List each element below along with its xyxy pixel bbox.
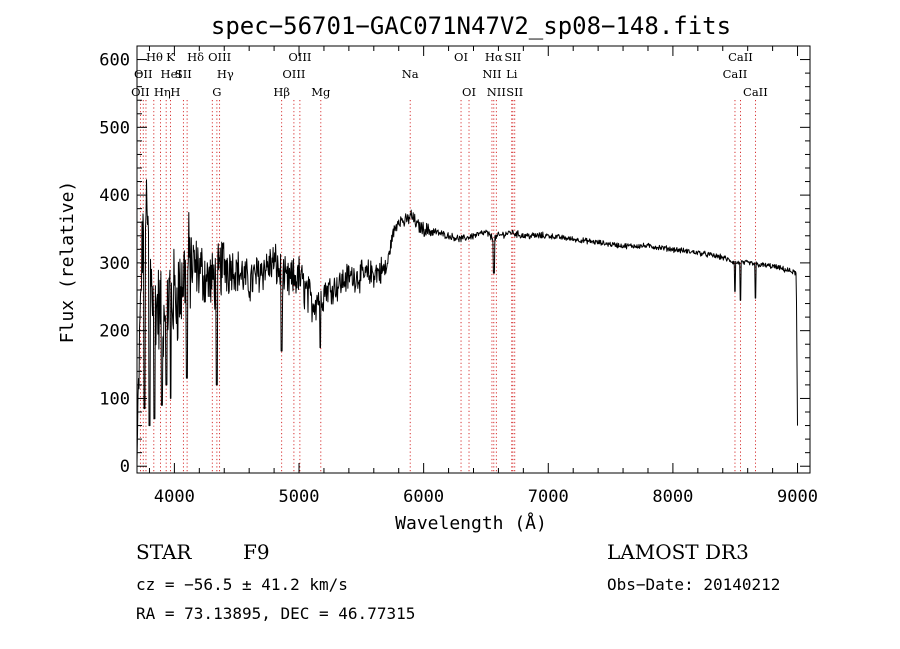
spectral-subclass: F9 xyxy=(243,540,270,564)
spectral-line-label: OI xyxy=(462,85,476,99)
spectrum-trace xyxy=(136,179,798,463)
survey-name: LAMOST DR3 xyxy=(607,540,749,564)
y-tick-label: 600 xyxy=(99,51,130,71)
spectral-line-label: OIII xyxy=(282,67,305,81)
spectral-line-label: H xyxy=(170,85,180,99)
x-axis-label: Wavelength (Å) xyxy=(395,512,547,534)
y-tick-label: 0 xyxy=(120,457,130,477)
spectral-line-label: Na xyxy=(402,67,419,81)
spectral-line-label: K xyxy=(166,50,175,64)
spectral-line-label: NII xyxy=(487,85,506,99)
spectral-line-label: SII xyxy=(506,85,523,99)
spectral-line-label: Li xyxy=(506,67,518,81)
x-tick-label: 6000 xyxy=(403,487,444,507)
spectral-line-label: OII xyxy=(134,67,153,81)
y-tick-label: 100 xyxy=(99,389,130,409)
x-tick-label: 8000 xyxy=(652,487,693,507)
spectral-line-label: OIII xyxy=(288,50,311,64)
x-tick-label: 7000 xyxy=(528,487,569,507)
chart-title: spec−56701−GAC071N47V2_sp08−148.fits xyxy=(211,12,731,40)
x-axis: 4000 5000 6000 7000 8000 9000 xyxy=(148,46,818,507)
x-tick-label: 5000 xyxy=(279,487,320,507)
coordinates: RA = 73.13895, DEC = 46.77315 xyxy=(136,604,416,623)
observation-date: Obs−Date: 20140212 xyxy=(607,575,781,594)
spectral-line-label: Hδ xyxy=(187,50,204,64)
spectral-line-label: NII xyxy=(482,67,501,81)
spectral-line-label: CaII xyxy=(723,67,748,81)
spectral-line-label: SII xyxy=(175,67,192,81)
y-tick-label: 200 xyxy=(99,322,130,342)
spectral-line-label: Mg xyxy=(311,85,331,99)
spectral-line-label: Hβ xyxy=(273,85,290,99)
spectral-line-label: Hθ xyxy=(146,50,163,64)
y-axis-label: Flux (relative) xyxy=(57,181,78,344)
spectral-line-label: SII xyxy=(504,50,521,64)
spectral-line-label: CaII xyxy=(728,50,753,64)
spectral-line-label: G xyxy=(212,85,221,99)
y-axis: 0 100 200 300 400 500 600 xyxy=(99,51,810,477)
y-tick-label: 500 xyxy=(99,118,130,138)
spectrum-line xyxy=(136,179,798,463)
spectral-line-label: OII xyxy=(131,85,150,99)
y-tick-label: 300 xyxy=(99,254,130,274)
spectral-line-label: Hγ xyxy=(217,67,234,81)
spectral-line-label: OIII xyxy=(208,50,231,64)
x-tick-label: 9000 xyxy=(777,487,818,507)
y-tick-label: 400 xyxy=(99,186,130,206)
spectral-line-label: Hη xyxy=(154,85,171,99)
x-tick-label: 4000 xyxy=(154,487,195,507)
spectral-line-label: HeI xyxy=(161,67,182,81)
spectral-line-label: Hα xyxy=(485,50,503,64)
spectral-line-label: OI xyxy=(454,50,468,64)
spectral-line-markers: OII OII Hθ Hη HeI K H SII Hδ G Hγ OIII Hβ OIII OIII Mg N… xyxy=(131,50,768,473)
object-class: STAR xyxy=(136,540,192,564)
spectral-line-label: CaII xyxy=(743,85,768,99)
redshift-velocity: cz = −56.5 ± 41.2 km/s xyxy=(136,575,348,594)
